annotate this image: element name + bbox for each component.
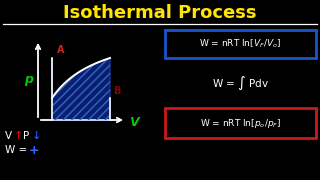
Text: W = nRT ln[$V_F$/$V_o$]: W = nRT ln[$V_F$/$V_o$]: [199, 38, 282, 50]
Text: B: B: [113, 86, 120, 96]
Text: +: +: [29, 143, 40, 156]
Bar: [165, 30, 316, 58]
Text: W = nRT ln[$p_o$/$p_F$]: W = nRT ln[$p_o$/$p_F$]: [200, 116, 281, 129]
Text: V: V: [129, 116, 139, 129]
Text: W = $\int$ Pdv: W = $\int$ Pdv: [212, 74, 269, 92]
Text: W =: W =: [5, 145, 30, 155]
Bar: [165, 108, 316, 138]
Text: A: A: [57, 45, 65, 55]
Text: P: P: [23, 131, 29, 141]
Text: ↓: ↓: [32, 131, 41, 141]
Polygon shape: [52, 58, 110, 120]
Text: Isothermal Process: Isothermal Process: [63, 4, 257, 22]
Text: p: p: [25, 73, 34, 87]
Text: V: V: [5, 131, 12, 141]
Text: ↑: ↑: [14, 131, 23, 141]
